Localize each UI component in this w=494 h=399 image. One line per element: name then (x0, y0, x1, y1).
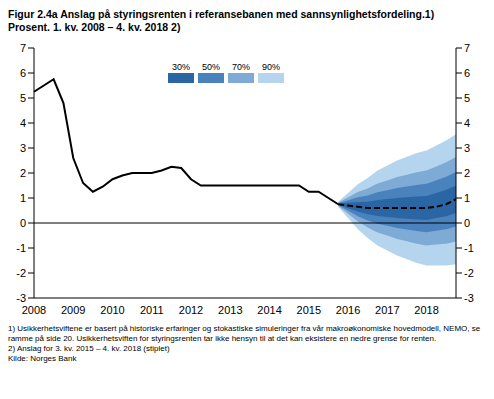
html-text:70%: 70% (232, 62, 250, 72)
svg-text:2014: 2014 (257, 304, 281, 316)
svg-text:2013: 2013 (218, 304, 242, 316)
svg-text:2010: 2010 (100, 304, 124, 316)
svg-text:3: 3 (20, 142, 26, 154)
svg-text:2017: 2017 (375, 304, 399, 316)
svg-text:2016: 2016 (336, 304, 360, 316)
svg-text:2009: 2009 (61, 304, 85, 316)
svg-text:7: 7 (20, 42, 26, 54)
html-text:1) Usikkerhetsviftene er baser: 1) Usikkerhetsviftene er basert på histo… (8, 324, 481, 343)
svg-text:0: 0 (20, 217, 26, 229)
html-text:90%: 90% (262, 62, 280, 72)
svg-text:6: 6 (20, 67, 26, 79)
html-text:50%: 50% (202, 62, 220, 72)
svg-text:-2: -2 (16, 267, 26, 279)
html-text:Kilde: Norges Bank: Kilde: Norges Bank (8, 354, 77, 363)
svg-text:1: 1 (464, 192, 470, 204)
svg-text:5: 5 (20, 92, 26, 104)
html-text:Figur 2.4a Anslag på styringsr: Figur 2.4a Anslag på styringsrenten i re… (8, 8, 435, 33)
svg-text:4: 4 (20, 117, 26, 129)
svg-text:-3: -3 (16, 292, 26, 304)
svg-text:-1: -1 (16, 242, 26, 254)
svg-text:2011: 2011 (140, 304, 164, 316)
svg-text:3: 3 (464, 142, 470, 154)
svg-text:2: 2 (464, 167, 470, 179)
svg-text:-3: -3 (464, 292, 474, 304)
svg-text:5: 5 (464, 92, 470, 104)
svg-text:2012: 2012 (179, 304, 203, 316)
svg-text:1: 1 (20, 192, 26, 204)
svg-text:2015: 2015 (297, 304, 321, 316)
html-text:2) Anslag for 3. kv. 2015 – 4.: 2) Anslag for 3. kv. 2015 – 4. kv. 2018 … (8, 344, 170, 353)
svg-text:2008: 2008 (22, 304, 46, 316)
svg-text:2018: 2018 (414, 304, 438, 316)
svg-text:0: 0 (464, 217, 470, 229)
html-text:30%: 30% (172, 62, 190, 72)
svg-text:7: 7 (464, 42, 470, 54)
svg-text:2: 2 (20, 167, 26, 179)
svg-text:-1: -1 (464, 242, 474, 254)
svg-text:4: 4 (464, 117, 470, 129)
svg-text:-2: -2 (464, 267, 474, 279)
svg-text:6: 6 (464, 67, 470, 79)
